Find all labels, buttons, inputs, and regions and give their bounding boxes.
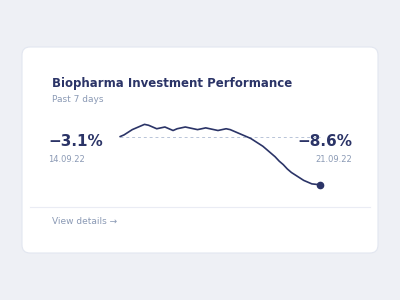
FancyBboxPatch shape [22,47,378,253]
Text: Biopharma Investment Performance: Biopharma Investment Performance [52,77,292,90]
Text: 14.09.22: 14.09.22 [48,155,85,164]
Text: Past 7 days: Past 7 days [52,95,104,104]
Text: 21.09.22: 21.09.22 [315,155,352,164]
Text: View details →: View details → [52,217,117,226]
Text: −8.6%: −8.6% [297,134,352,149]
Text: −3.1%: −3.1% [48,134,103,149]
